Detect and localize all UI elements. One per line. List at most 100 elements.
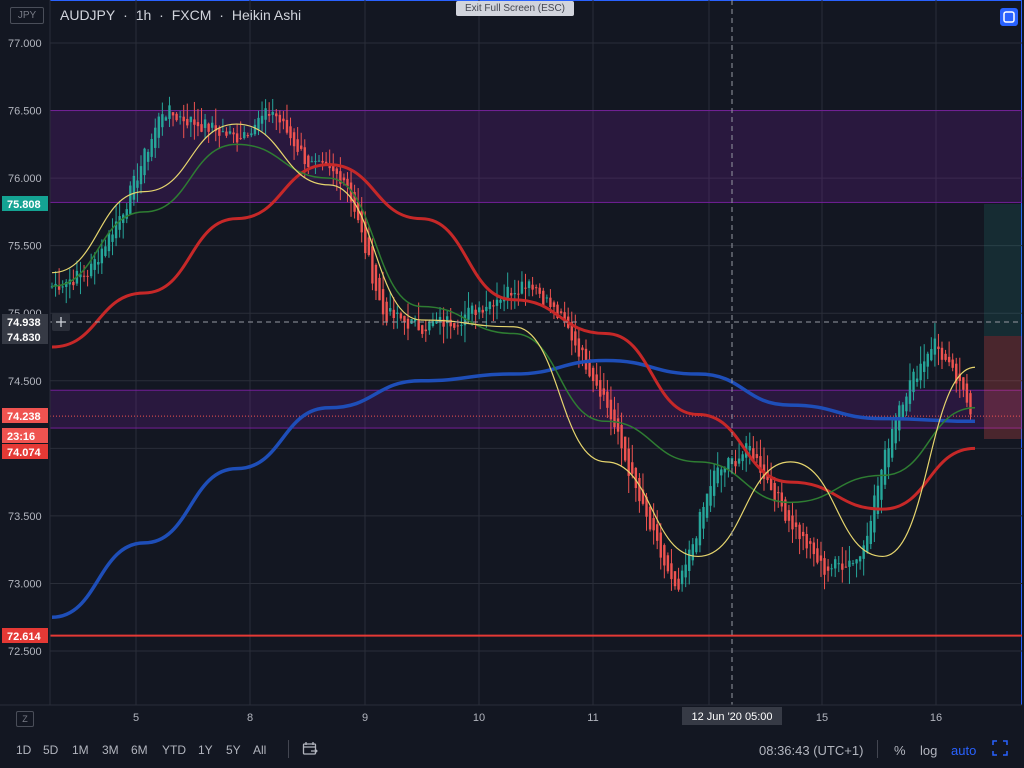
candle-up [869, 520, 872, 544]
candle-up [89, 263, 93, 277]
candle-down [442, 319, 445, 327]
goto-date-icon[interactable] [302, 741, 318, 762]
candle-down [616, 418, 620, 432]
candle-down [784, 499, 787, 521]
candle-down [659, 532, 662, 558]
candle-up [467, 307, 470, 320]
candle-down [186, 118, 189, 126]
exchange-label: FXCM [171, 7, 212, 23]
range-3m[interactable]: 3M [102, 743, 119, 757]
candle-up [211, 122, 214, 128]
price-scale[interactable] [0, 0, 50, 705]
candle-down [552, 302, 556, 307]
candle-down [602, 388, 605, 395]
currency-badge[interactable]: JPY [10, 7, 44, 24]
candle-down [218, 127, 221, 136]
range-all[interactable]: All [253, 743, 267, 757]
candle-up [107, 232, 111, 252]
candle-down [175, 113, 178, 121]
ma-yellow-line[interactable] [51, 123, 976, 558]
range-5y[interactable]: 5Y [226, 743, 241, 757]
ma-blue-line[interactable] [51, 358, 976, 619]
scale-badge[interactable]: Z [16, 711, 34, 727]
clock-timezone[interactable]: 08:36:43 (UTC+1) [759, 743, 864, 758]
interval-label[interactable]: 1h [135, 7, 152, 23]
candle-down [296, 139, 299, 152]
time-tick-label: 9 [362, 712, 368, 724]
price-label-support: 72.614 [7, 631, 42, 643]
candle-up [157, 116, 160, 138]
candle-down [531, 284, 534, 290]
candle-up [410, 319, 413, 324]
candle-down [613, 409, 616, 428]
candle-up [314, 161, 317, 163]
candle-down [339, 171, 342, 184]
candle-down [734, 461, 737, 467]
candle-down [752, 448, 755, 460]
ma-green-line[interactable] [51, 143, 976, 504]
candle-down [556, 304, 559, 318]
candle-down [285, 119, 289, 133]
range-1y[interactable]: 1Y [198, 743, 213, 757]
plus-icon[interactable] [56, 317, 66, 327]
candle-down [492, 305, 495, 307]
toolbar-divider-2 [877, 740, 878, 758]
candle-up [923, 361, 926, 372]
candle-down [599, 380, 602, 397]
candle-down [652, 518, 655, 531]
candle-up [164, 117, 168, 121]
long-position-loss-box[interactable] [984, 336, 1022, 439]
candle-up [114, 221, 118, 239]
legend-sep-1: · [123, 7, 128, 23]
candle-down [456, 325, 460, 327]
candle-down [517, 293, 520, 295]
candle-down [962, 377, 965, 390]
percent-toggle[interactable]: % [894, 743, 906, 758]
candle-up [111, 234, 114, 242]
chart-canvas[interactable]: 77.00076.50076.00075.50075.00074.50074.0… [0, 0, 1022, 730]
candle-up [221, 131, 225, 133]
symbol-legend[interactable]: AUDJPY · 1h · FXCM · Heikin Ashi [60, 7, 305, 23]
candle-down [801, 531, 805, 537]
time-tick-label: 16 [930, 712, 942, 724]
candle-down [844, 566, 848, 568]
candle-down [634, 467, 638, 489]
range-1m[interactable]: 1M [72, 743, 89, 757]
exit-fullscreen-tooltip[interactable]: Exit Full Screen (ESC) [456, 1, 574, 16]
range-5d[interactable]: 5D [43, 743, 59, 757]
auto-toggle[interactable]: auto [951, 743, 977, 758]
bottom-toolbar: 1D 5D 1M 3M 6M YTD 1Y 5Y All 08:36:43 (U… [0, 731, 1024, 768]
candle-up [460, 324, 463, 326]
log-toggle[interactable]: log [920, 743, 938, 758]
time-tick-label: 8 [247, 712, 253, 724]
candle-down [200, 124, 203, 132]
candle-up [125, 209, 128, 219]
candle-down [307, 155, 310, 168]
candle-down [232, 132, 235, 135]
candle-down [367, 237, 371, 256]
candle-down [289, 126, 292, 139]
symbol-name[interactable]: AUDJPY [60, 7, 116, 23]
range-1d[interactable]: 1D [16, 743, 32, 757]
time-scale[interactable] [0, 705, 1022, 730]
candle-down [940, 347, 944, 360]
candle-up [705, 493, 709, 518]
candle-down [951, 359, 954, 368]
candle-up [915, 378, 919, 382]
range-ytd[interactable]: YTD [162, 743, 186, 757]
maximize-icon[interactable] [992, 740, 1008, 761]
chart-style-label[interactable]: Heikin Ashi [231, 7, 302, 23]
ma-red-line[interactable] [51, 163, 976, 511]
range-6m[interactable]: 6M [131, 743, 148, 757]
candle-down [292, 132, 296, 147]
price-tick-label: 72.500 [8, 646, 42, 658]
long-position-profit-box[interactable] [984, 204, 1022, 336]
candle-down [944, 353, 947, 360]
candle-down [474, 309, 477, 315]
candle-down [399, 313, 403, 319]
time-tick-label: 15 [816, 712, 828, 724]
fullscreen-icon[interactable] [1000, 8, 1018, 26]
time-tick-label: 5 [133, 712, 139, 724]
candle-down [385, 301, 388, 322]
candle-down [666, 555, 670, 572]
